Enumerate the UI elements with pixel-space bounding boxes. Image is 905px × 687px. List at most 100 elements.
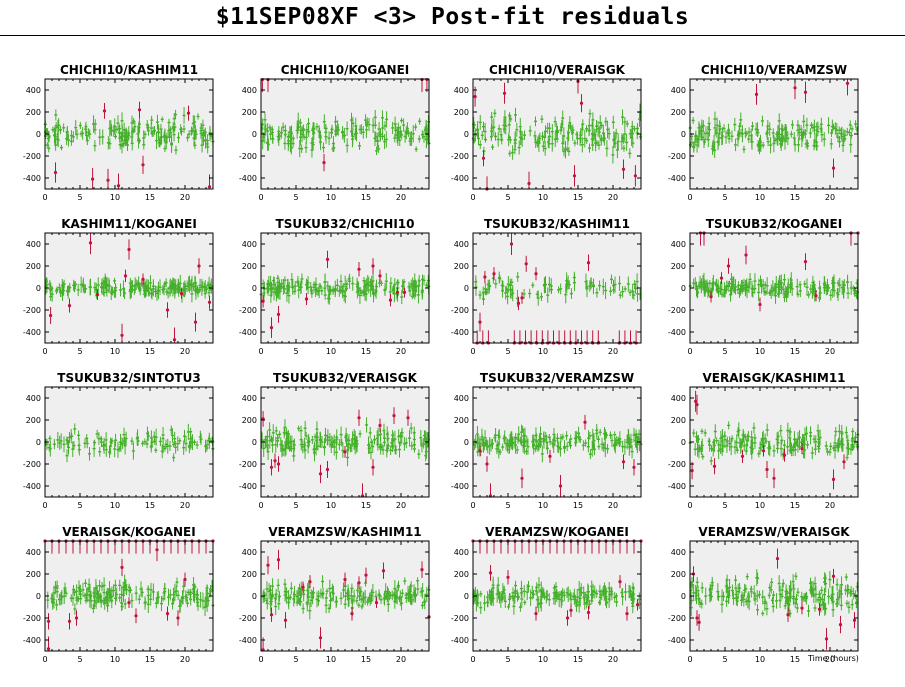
residual-panel: -400 -200 0 200 400 0 5 10 15 20 VERAISGK/KASHIM11 <box>668 371 860 510</box>
good-points <box>44 273 213 303</box>
x-tick-label: 5 <box>293 501 298 510</box>
y-tick-label: -400 <box>668 328 686 337</box>
x-tick-label: 15 <box>573 501 583 510</box>
x-tick-label: 20 <box>608 347 618 356</box>
x-tick-label: 10 <box>538 347 548 356</box>
x-tick-label: 15 <box>145 501 155 510</box>
outlier-point <box>520 296 524 300</box>
outlier-point <box>392 414 396 418</box>
outlier-point <box>186 111 191 115</box>
outlier-point <box>690 469 694 473</box>
residual-panel: -400 -200 0 200 400 0 5 10 15 20 TSUKUB32/VERAISGK <box>239 371 430 510</box>
outlier-point <box>88 241 93 245</box>
x-tick-label: 15 <box>361 501 371 510</box>
outlier-point <box>516 301 521 305</box>
panel-title: VERAISGK/KASHIM11 <box>702 371 845 385</box>
outlier-point <box>761 449 766 453</box>
x-tick-label: 0 <box>42 193 47 202</box>
y-tick-label: 400 <box>671 240 686 249</box>
x-tick-label: 15 <box>573 193 583 202</box>
y-tick-label: -200 <box>23 306 41 315</box>
outlier-point <box>842 460 846 464</box>
outlier-point <box>726 264 731 268</box>
x-tick-label: 10 <box>326 347 336 356</box>
y-tick-label: 0 <box>681 284 686 293</box>
outlier-point <box>425 77 429 82</box>
x-tick-label: 10 <box>755 193 765 202</box>
x-tick-label: 15 <box>361 193 371 202</box>
outlier-point <box>322 161 326 165</box>
x-tick-label: 5 <box>293 347 298 356</box>
outlier-point <box>91 177 95 181</box>
outlier-point <box>378 274 382 278</box>
x-tick-label: 5 <box>77 501 82 510</box>
outlier-point <box>621 460 626 464</box>
y-tick-label: 200 <box>671 262 686 271</box>
y-tick-label: -200 <box>239 306 257 315</box>
x-tick-label: 10 <box>110 193 120 202</box>
x-tick-label: 15 <box>790 501 800 510</box>
outlier-point <box>719 276 724 280</box>
outlier-point <box>395 290 400 294</box>
outlier-point <box>520 476 524 480</box>
outlier-point <box>572 174 577 178</box>
y-tick-label: -200 <box>451 152 469 161</box>
outlier-point <box>179 291 184 296</box>
residual-panel: -400 -200 0 200 400 0 5 10 15 20 CHICHI10/VERAMZSW <box>668 63 859 202</box>
outlier-point <box>193 320 198 324</box>
residual-panel: -400 -200 0 200 400 0 5 10 15 20 CHICHI10/VERAISGK <box>451 63 642 202</box>
outlier-point <box>765 467 769 472</box>
x-tick-label: 20 <box>180 501 190 510</box>
panel-title: TSUKUB32/CHICHI10 <box>276 217 415 231</box>
outlier-points <box>698 231 860 312</box>
y-tick-label: -200 <box>668 460 686 469</box>
plot-area <box>261 79 429 189</box>
outlier-point <box>621 167 626 171</box>
outlier-point <box>548 454 552 458</box>
good-points <box>260 109 431 158</box>
x-tick-label: 20 <box>608 501 618 510</box>
outlier-point <box>740 454 745 458</box>
outlier-point <box>579 101 584 105</box>
x-tick-label: 10 <box>326 193 336 202</box>
outlier-point <box>197 264 201 268</box>
outlier-point <box>141 163 145 167</box>
x-tick-label: 0 <box>687 347 692 356</box>
outlier-point <box>831 477 836 481</box>
y-tick-label: -400 <box>451 328 469 337</box>
outlier-point <box>406 416 410 420</box>
good-points <box>688 272 859 304</box>
y-tick-label: 400 <box>242 86 257 95</box>
x-tick-label: 5 <box>505 347 510 356</box>
x-tick-label: 20 <box>396 501 406 510</box>
y-tick-label: 200 <box>26 262 41 271</box>
good-points <box>471 103 642 164</box>
outlier-point <box>782 453 787 457</box>
y-tick-label: 0 <box>252 438 257 447</box>
outlier-point <box>120 333 124 337</box>
outlier-point <box>261 299 265 303</box>
panel-title: TSUKUB32/KOGANEI <box>706 217 842 231</box>
x-tick-label: 0 <box>687 193 692 202</box>
outlier-point <box>800 447 804 451</box>
y-tick-label: -200 <box>668 152 686 161</box>
good-points <box>688 421 860 466</box>
x-tick-label: 5 <box>722 501 727 510</box>
panel-title: TSUKUB32/SINTOTU3 <box>57 371 200 385</box>
outlier-point <box>695 403 699 407</box>
residual-panel: -400 -200 0 200 400 0 5 10 15 20 TSUKUB32/KASHIM11 <box>451 217 642 356</box>
y-tick-label: 200 <box>671 416 686 425</box>
x-tick-label: 0 <box>470 501 475 510</box>
outlier-point <box>478 320 482 324</box>
x-tick-label: 10 <box>538 193 548 202</box>
y-tick-label: 400 <box>26 86 41 95</box>
y-tick-label: -400 <box>23 174 41 183</box>
y-tick-label: -200 <box>451 306 469 315</box>
outlier-point <box>632 465 636 469</box>
x-tick-label: 15 <box>790 193 800 202</box>
outlier-point <box>478 449 482 453</box>
y-tick-label: -400 <box>23 328 41 337</box>
outlier-point <box>402 290 407 294</box>
panel-title: TSUKUB32/KASHIM11 <box>484 217 630 231</box>
outlier-point <box>49 313 53 318</box>
